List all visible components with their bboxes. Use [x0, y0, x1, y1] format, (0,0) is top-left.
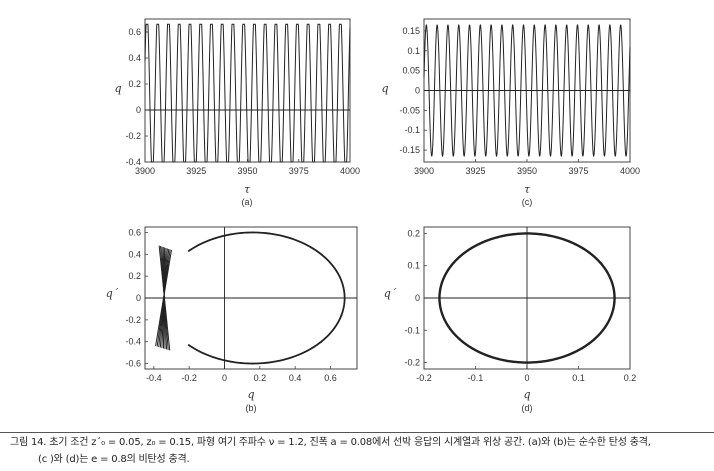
x-tick-label-b: -0.2 — [181, 373, 197, 383]
y-tick-label-a: 0 — [136, 105, 141, 115]
x-tick-label-d: 0 — [524, 373, 529, 383]
y-tick-label-d: 0 — [415, 293, 420, 303]
y-tick-label-a: 0.2 — [128, 79, 141, 89]
x-tick-label-a: 3950 — [237, 166, 257, 176]
y-tick-label-b: -0.2 — [125, 315, 141, 325]
x-axis-label-d: q — [523, 388, 530, 401]
panel-label-a: (a) — [242, 197, 253, 207]
x-tick-label-b: 0.4 — [289, 373, 302, 383]
y-axis-label-a: q — [114, 82, 121, 95]
y-tick-label-d: -0.1 — [404, 325, 420, 335]
x-tick-label-c: 3925 — [465, 166, 485, 176]
y-tick-label-b: 0.4 — [128, 249, 141, 259]
y-tick-label-b: -0.6 — [125, 359, 141, 369]
panel-a: 3900 3925 3950 3975 4000 -0.4 -0.2 0 0.2 0.4 0.6 q τ… — [114, 18, 360, 207]
x-tick-label-d: -0.2 — [416, 373, 432, 383]
y-tick-label-c: -0.15 — [399, 145, 420, 155]
y-tick-label-b: 0 — [136, 293, 141, 303]
x-tick-label-b: 0.6 — [324, 373, 337, 383]
x-tick-label-d: -0.1 — [468, 373, 484, 383]
y-tick-label-d: -0.2 — [404, 358, 420, 368]
x-tick-label-c: 3950 — [517, 166, 537, 176]
x-tick-label-a: 3900 — [135, 166, 155, 176]
panel-label-c: (c) — [522, 197, 533, 207]
x-axis-label-a: τ — [244, 183, 251, 196]
figure-panels: 3900 3925 3950 3975 4000 -0.4 -0.2 0 0.2 0.4 0.6 q τ… — [106, 18, 640, 413]
series-line-c — [423, 23, 631, 158]
y-tick-label-c: 0.05 — [402, 66, 420, 76]
panel-label-b: (b) — [246, 403, 257, 413]
y-tick-label-b: 0.6 — [128, 227, 141, 237]
y-tick-label-a: -0.4 — [125, 157, 141, 167]
x-tick-label-c: 4000 — [620, 166, 640, 176]
orbit-d — [438, 232, 616, 364]
y-tick-label-b: 0.2 — [128, 271, 141, 281]
y-axis-label-d: q´ — [384, 287, 397, 300]
panel-b: -0.4 -0.2 0 0.2 0.4 0.6 0.6 0.4 0.2 0 -0.2 -0.4 -0.6… — [106, 226, 358, 413]
x-tick-label-d: 0.2 — [624, 373, 637, 383]
x-tick-label-c: 3975 — [568, 166, 588, 176]
x-axis-label-b: q — [247, 388, 254, 401]
caption-line-2: (c )와 (d)는 e = 0.8의 비탄성 충격. — [38, 454, 190, 465]
x-axis-label-c: τ — [524, 183, 531, 196]
x-tick-label-b: -0.4 — [146, 373, 162, 383]
y-axis-label-b: q´ — [106, 287, 119, 300]
y-tick-label-d: 0.2 — [407, 228, 420, 238]
x-tick-label-d: 0.1 — [572, 373, 585, 383]
x-tick-label-b: 0.2 — [254, 373, 267, 383]
y-axis-label-c: q — [381, 82, 388, 95]
panel-label-d: (d) — [522, 403, 533, 413]
figure-caption: 그림 14. 초기 조건 z´₀ = 0.05, z₀ = 0.15, 파형 여… — [10, 434, 710, 468]
y-tick-label-c: 0.1 — [407, 46, 420, 56]
panel-c: 3900 3925 3950 3975 4000 0.15 0.1 0.05 0 -0.05 -0.… — [381, 18, 640, 207]
series-line-a — [144, 23, 351, 163]
x-tick-label-c: 3900 — [414, 166, 434, 176]
y-tick-label-d: 0.1 — [407, 261, 420, 271]
caption-line-1: 그림 14. 초기 조건 z´₀ = 0.05, z₀ = 0.15, 파형 여… — [10, 437, 651, 448]
y-tick-label-a: 0.4 — [128, 53, 141, 63]
y-tick-label-c: -0.05 — [399, 105, 420, 115]
x-tick-label-a: 3925 — [186, 166, 206, 176]
orbit-b — [187, 231, 346, 365]
y-tick-label-b: -0.4 — [125, 337, 141, 347]
impact-bundle-b — [155, 245, 172, 351]
y-tick-label-c: -0.1 — [404, 125, 420, 135]
y-tick-label-a: 0.6 — [128, 27, 141, 37]
y-tick-label-c: 0 — [415, 86, 420, 96]
x-tick-label-b: 0 — [222, 373, 227, 383]
panel-d: -0.2 -0.1 0 0.1 0.2 0.2 0.1 0 -0.1 -0.2 q´ q (d) — [384, 226, 637, 413]
caption-rule — [0, 432, 714, 433]
y-tick-label-a: -0.2 — [125, 131, 141, 141]
x-tick-label-a: 3975 — [289, 166, 309, 176]
x-tick-label-a: 4000 — [340, 166, 360, 176]
y-tick-label-c: 0.15 — [402, 26, 420, 36]
rebound-segment-b — [155, 249, 172, 347]
